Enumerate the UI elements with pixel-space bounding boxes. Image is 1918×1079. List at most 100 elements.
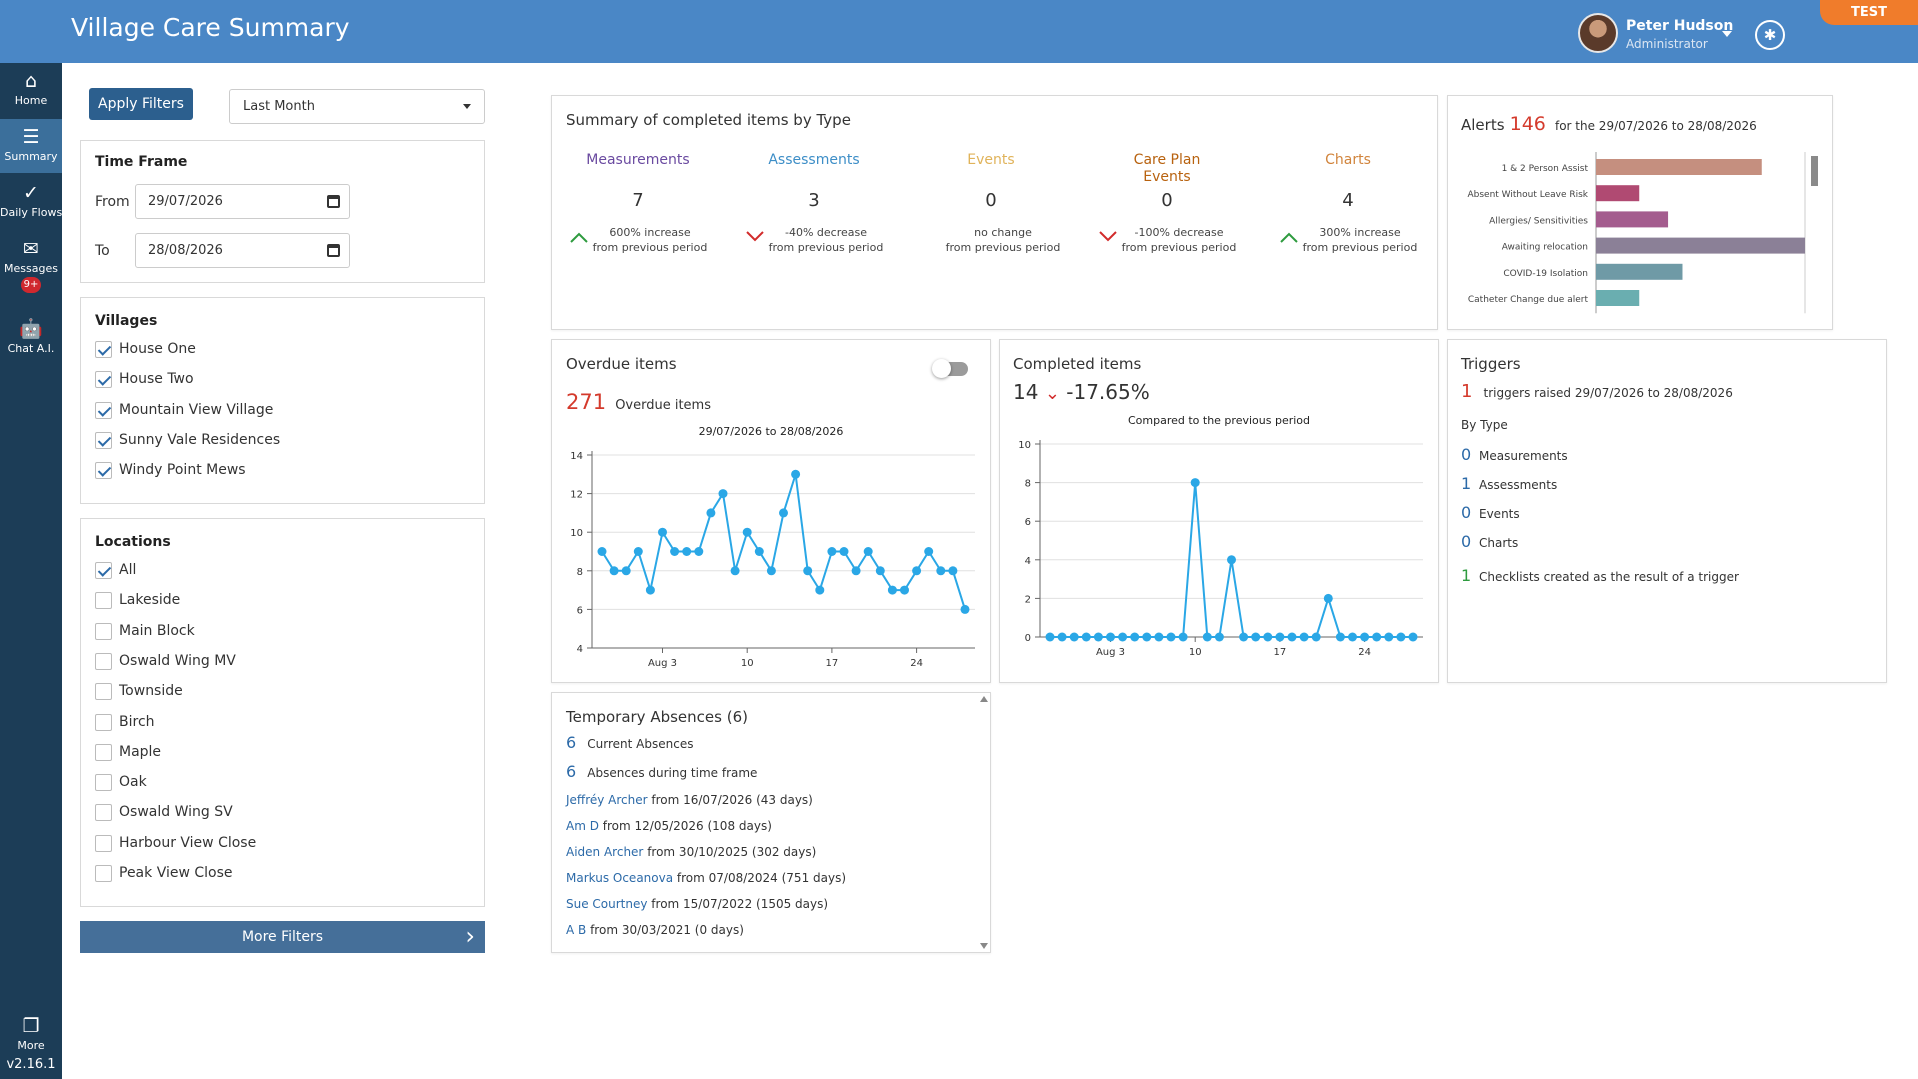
data-point[interactable]	[912, 566, 922, 576]
data-point[interactable]	[1118, 632, 1128, 642]
data-point[interactable]	[1057, 632, 1067, 642]
absence-resident-link[interactable]: Sue Courtney	[566, 897, 648, 911]
data-point[interactable]	[1142, 632, 1152, 642]
data-point[interactable]	[803, 566, 813, 576]
data-point[interactable]	[621, 566, 631, 576]
data-point[interactable]	[1323, 593, 1333, 603]
absence-resident-link[interactable]: Am D	[566, 819, 599, 833]
data-point[interactable]	[670, 547, 680, 556]
data-point[interactable]	[694, 547, 704, 556]
data-point[interactable]	[1214, 632, 1224, 642]
user-menu[interactable]: Peter Hudson Administrator	[1578, 13, 1733, 53]
absence-resident-link[interactable]: Aiden Archer	[566, 845, 644, 859]
data-point[interactable]	[597, 547, 607, 556]
alerts-bar[interactable]	[1596, 185, 1640, 202]
data-point[interactable]	[645, 585, 655, 595]
data-point[interactable]	[1239, 632, 1249, 642]
apply-filters-button[interactable]: Apply Filters	[89, 88, 193, 120]
data-point[interactable]	[754, 547, 764, 556]
overdue-toggle[interactable]	[932, 359, 968, 378]
data-point[interactable]	[1311, 632, 1321, 642]
location-checkbox[interactable]	[95, 774, 112, 792]
absence-resident-link[interactable]: Jeffréy Archer	[566, 793, 648, 807]
data-point[interactable]	[960, 604, 970, 614]
data-point[interactable]	[948, 566, 958, 576]
data-point[interactable]	[633, 547, 643, 556]
data-point[interactable]	[1178, 632, 1188, 642]
data-point[interactable]	[682, 547, 692, 556]
data-point[interactable]	[779, 508, 788, 518]
data-point[interactable]	[1081, 632, 1091, 642]
location-checkbox[interactable]	[95, 683, 112, 701]
data-point[interactable]	[1275, 632, 1285, 642]
alerts-scrollbar[interactable]	[1811, 156, 1818, 186]
location-checkbox[interactable]	[95, 622, 112, 640]
scroll-up-icon[interactable]	[980, 696, 988, 702]
data-point[interactable]	[839, 547, 849, 556]
alerts-bar[interactable]	[1596, 159, 1762, 175]
location-checkbox[interactable]	[95, 743, 112, 761]
data-point[interactable]	[1069, 632, 1079, 642]
data-point[interactable]	[1372, 632, 1382, 642]
village-checkbox[interactable]	[95, 401, 112, 419]
village-checkbox[interactable]	[95, 341, 112, 358]
more-filters-button[interactable]: More Filters ›	[80, 921, 485, 953]
data-point[interactable]	[875, 566, 885, 576]
data-point[interactable]	[924, 547, 934, 556]
data-point[interactable]	[1202, 632, 1212, 642]
from-date-input[interactable]: 29/07/2026	[135, 184, 350, 219]
avatar[interactable]	[1578, 13, 1618, 53]
data-point[interactable]	[1396, 632, 1406, 642]
data-point[interactable]	[1251, 632, 1261, 642]
location-checkbox[interactable]	[95, 652, 112, 670]
alerts-bar[interactable]	[1596, 290, 1640, 306]
data-point[interactable]	[1384, 632, 1394, 642]
location-checkbox[interactable]	[95, 592, 112, 610]
data-point[interactable]	[1360, 632, 1370, 642]
data-point[interactable]	[900, 585, 909, 595]
sidebar-item-daily-flows[interactable]: ✓ Daily Flows	[0, 175, 62, 229]
data-point[interactable]	[887, 585, 897, 595]
location-checkbox[interactable]	[95, 865, 112, 882]
data-point[interactable]	[1106, 632, 1115, 642]
scroll-down-icon[interactable]	[980, 943, 988, 949]
data-point[interactable]	[730, 566, 740, 576]
sidebar-item-summary[interactable]: ☰ Summary	[0, 119, 62, 173]
data-point[interactable]	[1045, 632, 1055, 642]
village-checkbox[interactable]	[95, 431, 112, 449]
data-point[interactable]	[815, 585, 825, 595]
location-checkbox[interactable]	[95, 834, 112, 852]
chevron-down-icon[interactable]	[1722, 31, 1732, 37]
data-point[interactable]	[1154, 632, 1164, 642]
data-point[interactable]	[1348, 632, 1357, 642]
data-point[interactable]	[609, 566, 619, 576]
village-checkbox[interactable]	[95, 371, 112, 389]
alerts-bar[interactable]	[1596, 237, 1805, 254]
absence-resident-link[interactable]: A B	[566, 923, 587, 937]
data-point[interactable]	[1335, 632, 1345, 642]
data-point[interactable]	[1130, 632, 1140, 642]
data-point[interactable]	[1408, 632, 1418, 642]
data-point[interactable]	[863, 547, 873, 556]
village-checkbox[interactable]	[95, 462, 112, 480]
data-point[interactable]	[827, 547, 837, 556]
data-point[interactable]	[1190, 478, 1200, 488]
location-checkbox[interactable]	[95, 562, 112, 579]
data-point[interactable]	[1166, 632, 1176, 642]
location-checkbox[interactable]	[95, 804, 112, 822]
location-checkbox[interactable]	[95, 713, 112, 731]
data-point[interactable]	[936, 566, 946, 576]
calendar-icon[interactable]	[327, 195, 340, 208]
sidebar-item-messages[interactable]: ✉ Messages 9+	[0, 231, 62, 293]
sidebar-item-chat-ai[interactable]: 🤖 Chat A.I.	[0, 311, 62, 365]
sidebar-item-more[interactable]: ❐ More	[0, 1008, 62, 1062]
data-point[interactable]	[1299, 632, 1309, 642]
data-point[interactable]	[1227, 555, 1236, 565]
data-point[interactable]	[658, 527, 667, 537]
data-point[interactable]	[718, 489, 728, 499]
alerts-bar[interactable]	[1596, 263, 1683, 280]
sidebar-item-home[interactable]: ⌂ Home	[0, 63, 62, 117]
data-point[interactable]	[791, 469, 801, 479]
data-point[interactable]	[851, 566, 861, 576]
toggle-knob[interactable]	[932, 359, 951, 378]
